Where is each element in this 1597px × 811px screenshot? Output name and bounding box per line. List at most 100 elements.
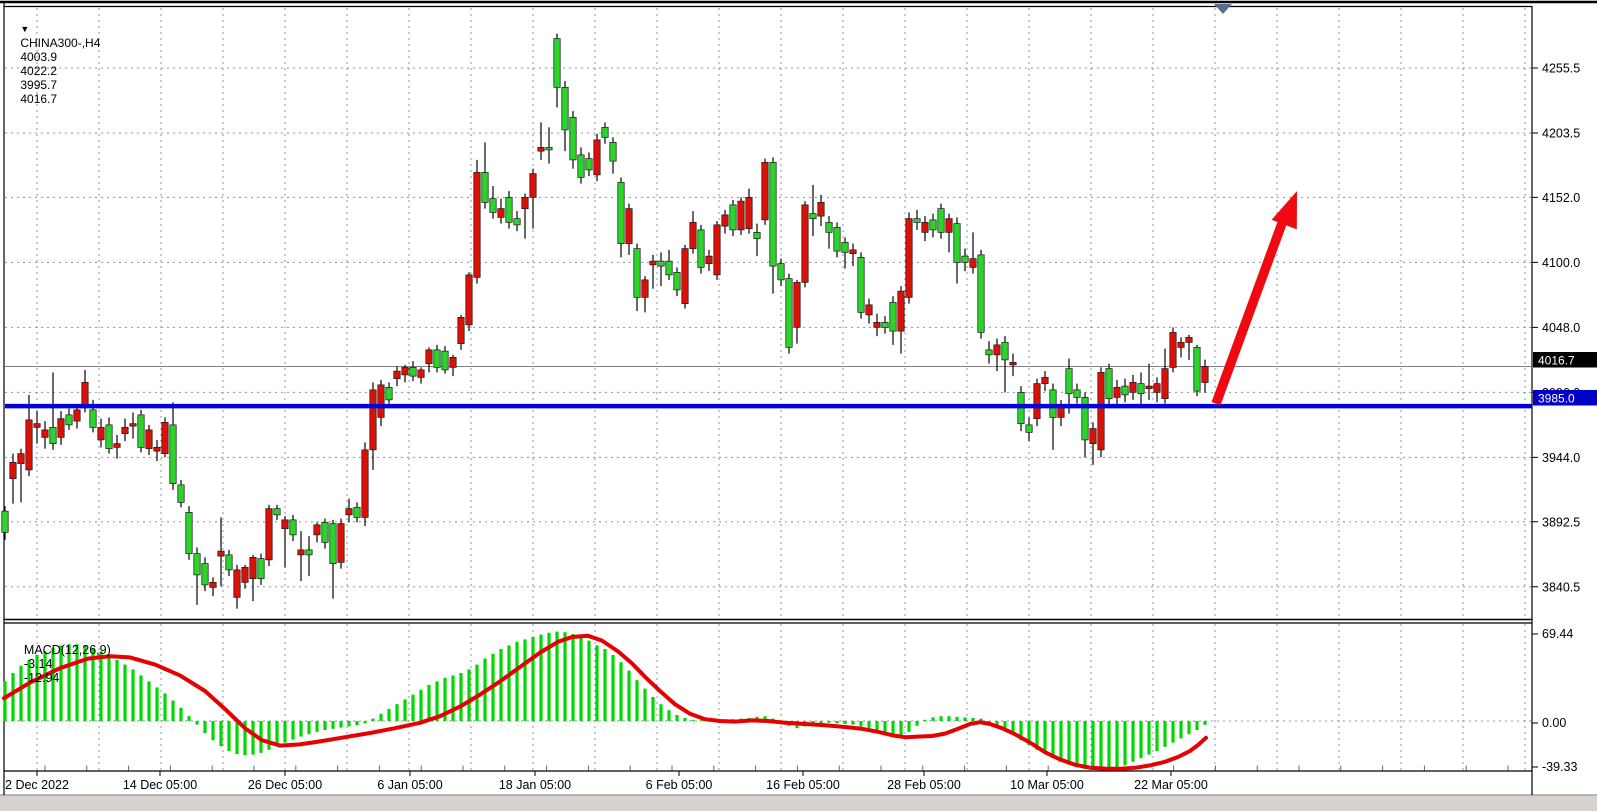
candle-body <box>601 127 609 138</box>
macd-histogram-bar <box>347 721 351 727</box>
macd-histogram-bar <box>203 721 207 733</box>
macd-histogram-bar <box>851 721 855 725</box>
candle-body <box>993 344 1001 356</box>
candle-body <box>265 508 273 561</box>
macd-histogram-bar <box>459 673 463 721</box>
candle-body <box>65 414 73 426</box>
candle-body <box>457 317 465 344</box>
macd-histogram-bar <box>1163 721 1167 747</box>
macd-histogram-bar <box>1051 721 1055 759</box>
trend-arrow-annotation[interactable] <box>1211 191 1297 406</box>
candle-body <box>537 147 545 152</box>
macd-indicator <box>2 631 1208 771</box>
candle <box>201 557 209 592</box>
macd-histogram-bar <box>979 718 983 721</box>
macd-histogram-bar <box>963 717 967 721</box>
candle <box>153 439 161 462</box>
macd-histogram-bar <box>603 649 607 721</box>
candle <box>673 267 681 297</box>
candle <box>729 199 737 237</box>
arrow-shaft <box>1211 210 1291 406</box>
macd-histogram-bar <box>267 721 271 750</box>
candle <box>697 224 705 274</box>
ohlc-open: 4003.9 <box>20 50 58 64</box>
candle <box>801 201 809 288</box>
candle-body <box>1129 382 1137 393</box>
price-axis[interactable]: 4255.54203.54152.04100.04048.03996.03944… <box>1532 62 1597 775</box>
candle <box>1 506 9 540</box>
candle-body <box>513 218 521 226</box>
candle <box>553 33 561 108</box>
macd-histogram-bar <box>1187 721 1191 735</box>
candle <box>929 213 937 238</box>
candle-body <box>345 508 353 516</box>
candle <box>521 193 529 239</box>
macd-histogram-bar <box>507 645 511 721</box>
candle-body <box>729 204 737 231</box>
time-axis-label: 6 Jan 05:00 <box>377 778 442 792</box>
time-axis-label: 14 Dec 05:00 <box>123 778 197 792</box>
macd-histogram-bar <box>11 673 15 721</box>
candle <box>105 417 113 454</box>
candle <box>1081 392 1089 458</box>
candle-body <box>865 304 873 316</box>
candle-body <box>937 208 945 233</box>
macd-histogram-bar <box>875 721 879 732</box>
macd-histogram-bar <box>651 697 655 721</box>
candle-body <box>985 349 993 356</box>
candle <box>897 286 905 354</box>
candle <box>873 313 881 337</box>
candle-body <box>257 558 265 579</box>
candle-body <box>1 510 9 533</box>
candle-body <box>977 254 985 333</box>
macd-histogram-bar <box>867 721 871 729</box>
macd-histogram-bar <box>995 721 999 725</box>
candle-body <box>105 424 113 449</box>
candle-body <box>321 522 329 543</box>
candle-body <box>129 423 137 427</box>
macd-histogram-bar <box>1139 721 1143 759</box>
candle <box>745 188 753 234</box>
candle-body <box>145 429 153 449</box>
candle-body <box>497 208 505 218</box>
candle <box>617 177 625 258</box>
candle <box>361 442 369 527</box>
macd-histogram-bar <box>939 716 943 721</box>
macd-histogram-bar <box>691 719 695 721</box>
candle <box>401 364 409 383</box>
macd-histogram-bar <box>59 645 63 721</box>
candle <box>225 549 233 577</box>
candle <box>377 379 385 427</box>
macd-histogram-bar <box>531 637 535 721</box>
macd-histogram-bar <box>1027 721 1031 745</box>
candle <box>249 554 257 602</box>
macd-histogram-bar <box>627 670 631 721</box>
candle-body <box>881 322 889 328</box>
candle-body <box>369 389 377 451</box>
macd-histogram-bar <box>587 640 591 721</box>
time-axis[interactable]: 2 Dec 2022 14 Dec 05:00 26 Dec 05:00 6 Jan … <box>5 765 1509 793</box>
candle-body <box>337 523 345 563</box>
chart-shift-marker-icon[interactable] <box>1214 4 1232 14</box>
macd-histogram-bar <box>179 707 183 721</box>
candle <box>25 394 33 477</box>
macd-histogram-bar <box>339 721 343 728</box>
candle-body <box>1057 407 1065 418</box>
symbol-dropdown-icon[interactable]: ▼ <box>20 24 30 34</box>
candle <box>841 237 849 269</box>
candle <box>889 296 897 345</box>
candle-body <box>449 357 457 368</box>
macd-histogram-bar <box>315 721 319 732</box>
time-axis-label: 22 Mar 05:00 <box>1134 778 1208 792</box>
candle <box>273 504 281 520</box>
candle <box>825 216 833 249</box>
candle-body <box>673 272 681 291</box>
time-axis-label: 26 Dec 05:00 <box>248 778 322 792</box>
macd-histogram-bar <box>395 704 399 721</box>
candle-body <box>705 255 713 264</box>
candle-body <box>1033 383 1041 419</box>
macd-histogram-bar <box>523 639 527 721</box>
candle-body <box>737 200 745 231</box>
candle-body <box>545 147 553 151</box>
